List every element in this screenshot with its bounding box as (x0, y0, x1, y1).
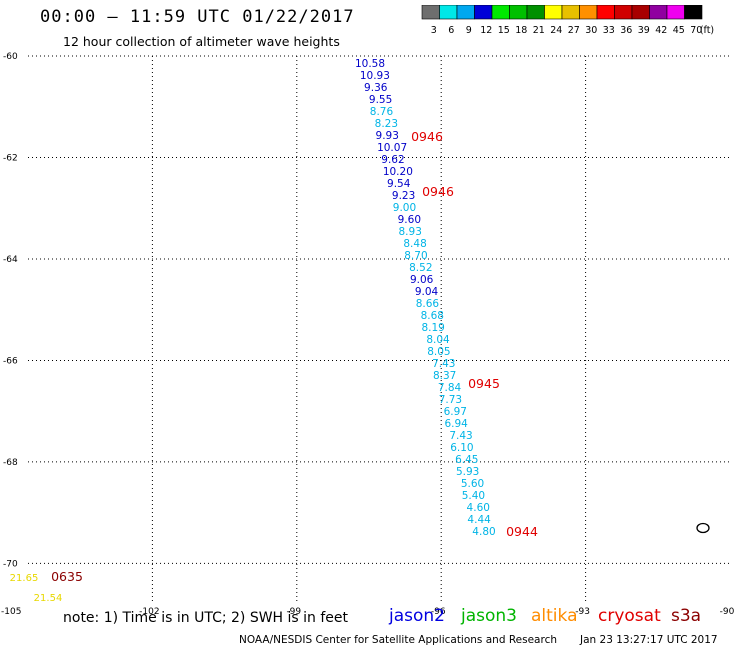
swh-label: 5.40 (462, 490, 485, 502)
island-outline (696, 522, 710, 534)
swh-label: 6.45 (455, 454, 478, 466)
legend-label: 6 (448, 25, 454, 36)
swh-label: 8.37 (433, 370, 456, 382)
swh-label: 5.60 (461, 478, 484, 490)
credit-text: NOAA/NESDIS Center for Satellite Applica… (239, 634, 557, 646)
swh-label: 8.52 (409, 262, 432, 274)
swh-label: 9.62 (381, 154, 404, 166)
swh-label: 5.93 (456, 466, 479, 478)
legend-label: 24 (550, 25, 562, 36)
legend-swatch (684, 5, 703, 20)
satellite-jason3: jason3 (461, 606, 517, 626)
swh-label: 8.68 (421, 310, 444, 322)
lat-tick-label: -68 (3, 458, 18, 468)
satellite-jason2: jason2 (389, 606, 445, 626)
swh-label: 7.73 (439, 394, 462, 406)
legend-label: 30 (585, 25, 597, 36)
legend-label: 33 (603, 25, 615, 36)
swh-label: 10.20 (383, 166, 413, 178)
legend-label: 12 (480, 25, 492, 36)
time-label: 0946 (411, 129, 443, 144)
corner-swh-label: 21.65 (10, 573, 39, 584)
swh-label: 6.94 (444, 418, 468, 430)
legend-label: 9 (466, 25, 472, 36)
lon-tick-label: -102 (139, 607, 159, 617)
swh-label: 9.23 (392, 190, 415, 202)
satellite-altika: altika (531, 606, 578, 626)
legend-label: 3 (431, 25, 437, 36)
swh-label: 8.48 (403, 238, 426, 250)
swh-label: 7.43 (432, 358, 455, 370)
time-label: 0944 (506, 524, 538, 539)
swh-label: 8.04 (426, 334, 450, 346)
legend-label: 27 (568, 25, 580, 36)
swh-label: 9.36 (364, 82, 388, 94)
satellite-s3a: s3a (671, 606, 702, 626)
lon-tick-label: -96 (431, 607, 446, 617)
swh-label: 9.60 (398, 214, 421, 226)
corner-swh-label: 21.54 (34, 593, 63, 604)
satellite-cryosat: cryosat (598, 606, 661, 626)
swh-label: 8.93 (399, 226, 422, 238)
legend-label: 36 (620, 25, 632, 36)
lon-tick-label: -90 (720, 607, 735, 617)
legend-label: 70 (690, 25, 702, 36)
footer-note: note: 1) Time is in UTC; 2) SWH is in fe… (63, 610, 349, 626)
swh-label: 9.00 (393, 202, 416, 214)
swh-label: 4.80 (472, 526, 495, 538)
swh-label: 8.66 (416, 298, 440, 310)
swh-label: 9.93 (376, 130, 399, 142)
swh-label: 8.70 (404, 250, 427, 262)
legend-label: 39 (638, 25, 650, 36)
swh-label: 10.93 (360, 70, 390, 82)
swh-label: 4.60 (467, 502, 490, 514)
lat-tick-label: -60 (3, 52, 18, 62)
page-title: 00:00 – 11:59 UTC 01/22/2017 (40, 7, 355, 27)
color-legend: 3 6 9 12 15 18 21 24 27 30 33 36 39 42 45 70(ft) (421, 5, 714, 36)
legend-label: 15 (498, 25, 510, 36)
time-label: 0946 (422, 184, 454, 199)
page-subtitle: 12 hour collection of altimeter wave hei… (63, 34, 340, 49)
lat-tick-label: -70 (3, 559, 18, 569)
lat-tick-label: -66 (3, 356, 18, 366)
legend-label: 45 (673, 25, 685, 36)
legend-label: 18 (515, 25, 527, 36)
legend-label: (ft) (700, 25, 714, 36)
swh-label: 6.10 (450, 442, 473, 454)
swh-label: 8.19 (421, 322, 444, 334)
time-label: 0635 (51, 569, 83, 584)
swh-label: 9.04 (415, 286, 439, 298)
swh-label: 9.06 (410, 274, 434, 286)
swh-label: 8.76 (370, 106, 394, 118)
swh-label: 10.58 (355, 58, 385, 70)
legend-label: 21 (533, 25, 545, 36)
swh-label: 7.43 (449, 430, 472, 442)
swh-label: 7.84 (438, 382, 462, 394)
swh-label: 9.54 (387, 178, 411, 190)
time-label: 0945 (468, 376, 500, 391)
swh-label: 6.97 (444, 406, 467, 418)
lat-tick-label: -62 (3, 153, 18, 163)
swh-label: 9.55 (369, 94, 392, 106)
swh-label: 10.07 (377, 142, 407, 154)
swh-label: 8.23 (375, 118, 398, 130)
lon-tick-label: -93 (575, 607, 590, 617)
swh-label: 4.44 (467, 514, 491, 526)
legend-label: 42 (655, 25, 667, 36)
lat-tick-label: -64 (3, 255, 18, 265)
swh-label: 8.05 (427, 346, 450, 358)
lon-tick-label: -99 (286, 607, 301, 617)
lon-tick-label: -105 (1, 607, 21, 617)
timestamp-text: Jan 23 13:27:17 UTC 2017 (580, 634, 718, 646)
